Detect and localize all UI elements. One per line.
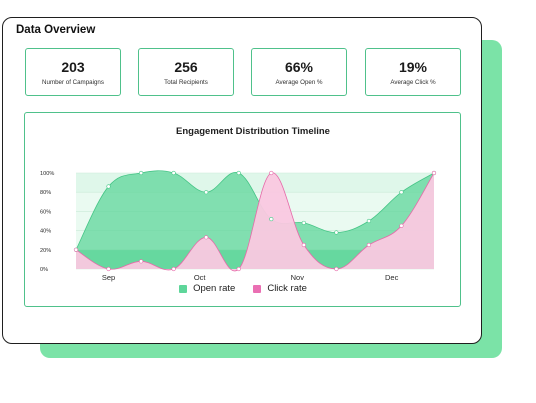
- click-rate-point: [301, 242, 306, 248]
- open-rate-point: [171, 170, 176, 176]
- engagement-chart: 100% 80% 60% 40% 20% 0% Sep Oct Nov Dec: [40, 170, 437, 282]
- stat-card-recipients: 256 Total Recipients: [138, 48, 234, 96]
- click-rate-swatch: [253, 284, 262, 293]
- legend-label: Open rate: [193, 283, 236, 294]
- open-rate-point: [366, 218, 372, 224]
- click-rate-point: [73, 247, 79, 252]
- x-tick-label: Oct: [194, 273, 207, 282]
- y-tick-label: 80%: [40, 190, 51, 196]
- click-rate-point: [171, 266, 176, 272]
- stat-label: Average Click %: [390, 79, 436, 86]
- chart-legend: Open rate Click rate: [26, 283, 460, 294]
- open-rate-point: [236, 170, 241, 176]
- click-rate-point: [269, 170, 274, 176]
- stat-label: Number of Campaigns: [42, 79, 104, 86]
- open-rate-point: [301, 220, 306, 226]
- x-tick-label: Nov: [291, 273, 305, 282]
- stat-label: Average Open %: [275, 79, 323, 86]
- legend-label: Click rate: [267, 283, 307, 294]
- open-rate-point: [138, 170, 144, 176]
- y-tick-label: 0%: [40, 267, 48, 273]
- legend-item-click-rate: Click rate: [253, 283, 307, 294]
- open-rate-point: [269, 216, 274, 222]
- y-tick-label: 60%: [40, 209, 51, 215]
- stat-card-campaigns: 203 Number of Campaigns: [25, 48, 121, 96]
- click-rate-point: [138, 259, 144, 264]
- click-rate-point: [431, 170, 437, 176]
- x-tick-label: Sep: [102, 273, 115, 282]
- y-tick-label: 40%: [40, 229, 51, 235]
- stat-value: 203: [61, 59, 85, 75]
- open-rate-point: [399, 190, 404, 195]
- open-rate-point: [334, 230, 339, 235]
- stat-card-click-rate: 19% Average Click %: [365, 48, 461, 96]
- click-rate-point: [106, 266, 111, 272]
- open-rate-point: [106, 184, 111, 189]
- open-rate-point: [204, 190, 209, 195]
- stat-value: 66%: [284, 59, 314, 75]
- open-rate-swatch: [179, 284, 188, 293]
- stat-card-open-rate: 66% Average Open %: [251, 48, 347, 96]
- click-rate-point: [204, 235, 209, 240]
- legend-item-open-rate: Open rate: [179, 283, 235, 294]
- stat-value: 19%: [398, 59, 428, 75]
- click-rate-point: [236, 266, 241, 272]
- x-tick-label: Dec: [385, 273, 399, 282]
- y-tick-label: 20%: [40, 248, 51, 254]
- page-title: Data Overview: [16, 24, 96, 36]
- open-rate-line: [75, 170, 435, 250]
- click-rate-point: [334, 266, 339, 272]
- click-rate-area: [76, 172, 434, 271]
- chart-title: Engagement Distribution Timeline: [176, 126, 330, 137]
- y-tick-label: 100%: [40, 171, 54, 177]
- stat-value: 256: [174, 59, 198, 75]
- stat-label: Total Recipients: [164, 79, 208, 86]
- click-rate-point: [366, 242, 372, 248]
- click-rate-point: [399, 223, 404, 228]
